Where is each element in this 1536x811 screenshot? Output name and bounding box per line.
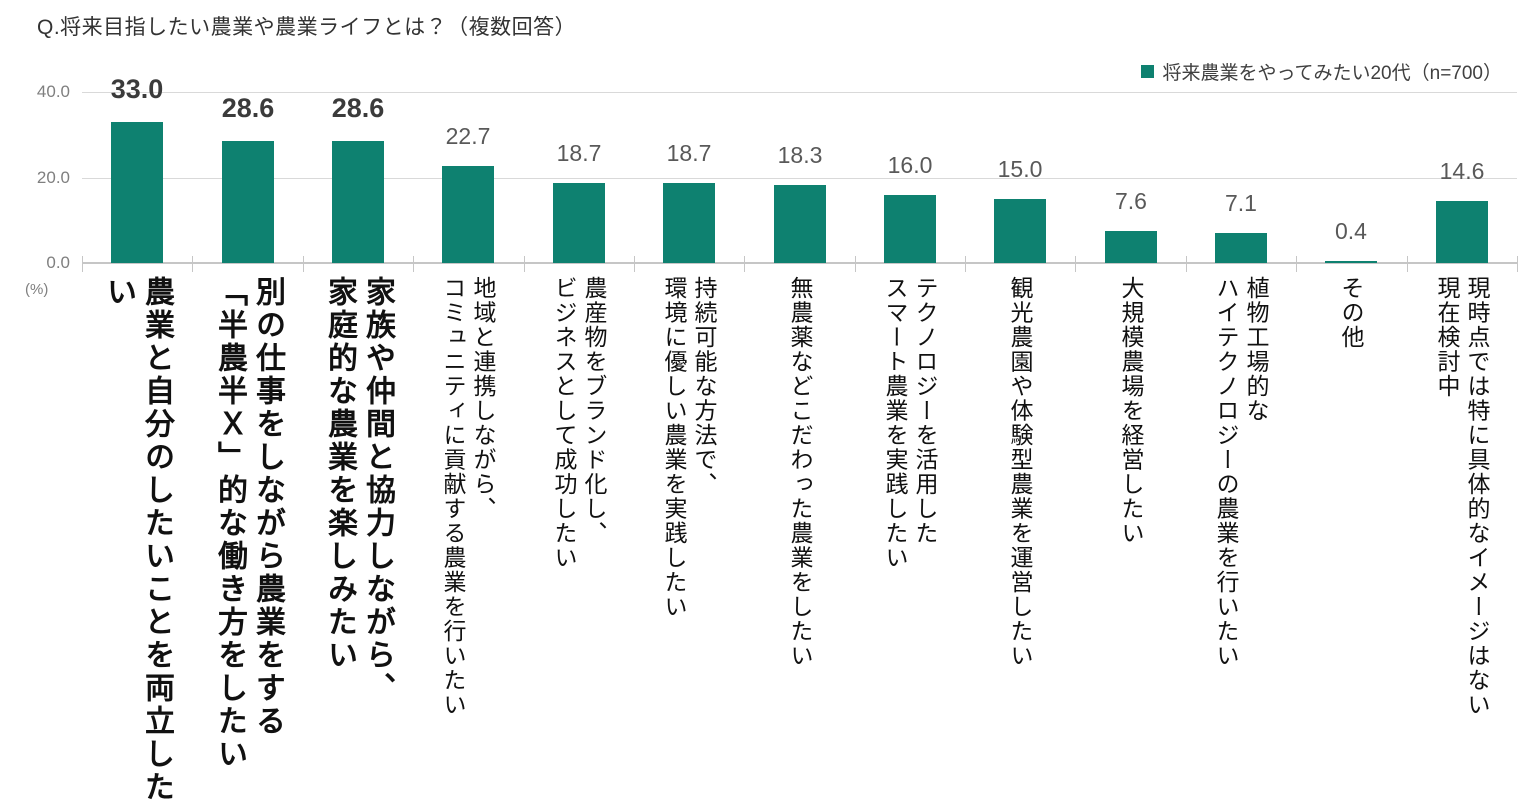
- category-label: 観光農園や体験型農業を運営したい: [1007, 276, 1033, 668]
- legend: 将来農業をやってみたい20代（n=700）: [1141, 58, 1502, 85]
- bar-value-label: 28.6: [221, 93, 275, 123]
- bar: [332, 141, 384, 263]
- category-label: 持続可能な方法で、 環境に優しい農業を実践したい: [661, 276, 717, 619]
- bar: [553, 183, 605, 263]
- bar: [442, 166, 494, 263]
- bar-value-label: 15.0: [997, 156, 1043, 182]
- y-tick-label: 0.0: [46, 253, 70, 272]
- bar-value-label: 16.0: [887, 152, 933, 178]
- category-label: その他: [1338, 276, 1364, 350]
- bar: [1215, 233, 1267, 263]
- bar: [1105, 231, 1157, 263]
- bar-value-label: 14.6: [1439, 158, 1485, 184]
- bar: [1436, 201, 1488, 263]
- category-label: 大規模農場を経営したい: [1118, 276, 1144, 546]
- category-label: 地域と連携しながら、 コミュニティに貢献する農業を行いたい: [440, 276, 496, 717]
- category-label: 別の仕事をしながら農業をする 「半農半Ｘ」的な働き方をしたい: [213, 276, 284, 771]
- x-axis-tick: [744, 256, 745, 272]
- x-axis-tick: [965, 256, 966, 272]
- category-label: 農業と自分のしたいことを両立したい: [102, 276, 173, 804]
- bar: [111, 122, 163, 263]
- bar: [884, 195, 936, 263]
- legend-marker-square: [1141, 65, 1155, 78]
- bar: [222, 141, 274, 263]
- gridline-20: [82, 177, 1517, 179]
- category-label: 農産物をブランド化し、 ビジネスとして成功したい: [551, 276, 607, 570]
- x-axis-tick: [1517, 256, 1518, 272]
- bar-value-label: 33.0: [110, 74, 164, 104]
- bar: [774, 185, 826, 263]
- y-axis-unit-label: (%): [25, 281, 49, 298]
- y-tick-label: 20.0: [36, 167, 70, 187]
- x-axis-tick: [192, 256, 193, 272]
- x-axis-tick: [1296, 256, 1297, 272]
- bar-value-label: 7.1: [1225, 190, 1257, 216]
- bar: [663, 183, 715, 263]
- bar-value-label: 22.7: [445, 123, 491, 149]
- bar-value-label: 28.6: [331, 93, 385, 123]
- bar: [1325, 261, 1377, 263]
- chart-title: Q.将来目指したい農業や農業ライフとは？（複数回答）: [37, 16, 577, 39]
- x-axis-tick: [413, 256, 414, 272]
- category-label: 無農薬などこだわった農業をしたい: [787, 276, 813, 668]
- x-axis-tick: [524, 256, 525, 272]
- gridline-40: [82, 92, 1517, 93]
- bar-value-label: 0.4: [1335, 218, 1367, 244]
- x-axis-tick: [82, 256, 83, 272]
- x-axis-line: [82, 262, 1517, 264]
- bar: [994, 199, 1046, 263]
- x-axis-tick: [855, 256, 856, 272]
- bar-value-label: 7.6: [1115, 188, 1147, 214]
- x-axis-tick: [1407, 256, 1408, 272]
- x-axis-tick: [634, 256, 635, 272]
- x-axis-tick: [1075, 256, 1076, 272]
- y-tick-label: 40.0: [36, 82, 70, 101]
- legend-series-label: 将来農業をやってみたい20代（n=700）: [1162, 63, 1502, 84]
- category-label: 現時点では特に具体的なイメージはない 現在検討中: [1434, 276, 1490, 717]
- category-label: 家族や仲間と協力しながら、 家庭的な農業を楽しみたい: [323, 276, 394, 705]
- category-label: 植物工場的な ハイテクノロジーの農業を行いたい: [1213, 276, 1269, 668]
- bar-value-label: 18.7: [666, 140, 712, 166]
- bar-value-label: 18.3: [777, 142, 823, 168]
- x-axis-tick: [1186, 256, 1187, 272]
- bar-value-label: 18.7: [556, 140, 602, 166]
- x-axis-tick: [303, 256, 304, 272]
- category-label: テクノロジーを活用した スマート農業を実践したい: [882, 276, 938, 570]
